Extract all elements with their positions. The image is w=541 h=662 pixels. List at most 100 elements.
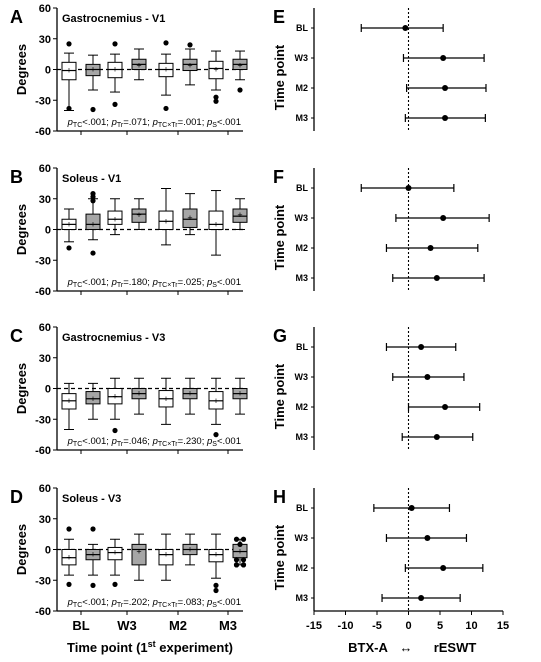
- x-axis-label-part: experiment): [156, 640, 233, 655]
- row-label: BL: [296, 23, 308, 33]
- row-label: M3: [295, 593, 308, 603]
- mean-marker: +: [90, 550, 95, 560]
- outlier-point: [66, 41, 72, 47]
- mean-marker: +: [213, 550, 218, 560]
- outlier-point: [237, 87, 243, 93]
- box-M3-series-1: +: [208, 533, 224, 594]
- statistics-text: pTC<.001; pTr=.046; pTC×Tr=.230; pS<.001: [67, 436, 241, 448]
- box-M2-series-2: +: [182, 193, 198, 236]
- stat-subscript: TC: [73, 122, 82, 129]
- stat-subscript: Tr: [117, 282, 124, 289]
- box-M3-series-2: +: [232, 377, 248, 415]
- x-tick-label: -10: [338, 620, 354, 632]
- row-label: M3: [295, 432, 308, 442]
- panel-label: G: [273, 326, 287, 346]
- stat-value: =.083;: [178, 597, 207, 608]
- y-axis-label: Degrees: [14, 363, 29, 414]
- point-estimate: [418, 595, 425, 601]
- stat-value: =.230;: [178, 436, 207, 447]
- iqr-box: [107, 210, 123, 225]
- stat-p: p: [206, 117, 212, 128]
- stat-subscript: TC×Tr: [158, 602, 178, 609]
- outlier-point: [90, 582, 96, 588]
- point-estimate: [442, 85, 449, 91]
- point-estimate: [440, 215, 447, 221]
- panel-title: Gastrocnemius - V1: [62, 13, 165, 25]
- panel-title: Soleus - V3: [62, 493, 121, 505]
- estimate-row-M3: M3: [295, 593, 461, 603]
- stat-value: <.001: [217, 436, 241, 447]
- x-tick-label: -5: [372, 620, 382, 632]
- stat-p: p: [152, 277, 158, 288]
- row-label: W3: [295, 372, 309, 382]
- forest-panel-G: G Time point BL W3 M2 M3: [272, 326, 481, 450]
- y-tick-label: 0: [45, 545, 51, 557]
- mean-marker: +: [112, 214, 117, 224]
- mean-marker: +: [112, 65, 117, 75]
- estimate-row-W3: W3: [295, 372, 465, 382]
- mean-marker: +: [213, 396, 218, 406]
- box-M3-series-1: +: [208, 377, 224, 438]
- mean-marker: +: [66, 219, 71, 229]
- point-estimate: [433, 275, 440, 281]
- stat-p: p: [152, 117, 158, 128]
- y-axis-label: Time point: [272, 204, 287, 270]
- box-W3-series-2: +: [131, 198, 147, 230]
- outlier-point: [112, 427, 118, 434]
- box-W3-series-2: +: [131, 377, 147, 415]
- x-axis-label-right: rESWT: [434, 640, 477, 655]
- stat-p: p: [206, 277, 212, 288]
- outlier-point: [90, 198, 96, 204]
- mean-marker: +: [90, 65, 95, 75]
- mean-marker: +: [136, 60, 141, 70]
- row-label: M2: [295, 563, 308, 573]
- outlier-point: [233, 562, 240, 568]
- estimate-row-M2: M2: [295, 402, 481, 412]
- stat-value: =.180;: [123, 277, 152, 288]
- mean-marker: +: [66, 553, 71, 563]
- mean-marker: +: [213, 219, 218, 229]
- stat-subscript: TC: [73, 282, 82, 289]
- estimate-row-M3: M3: [295, 432, 474, 442]
- y-tick-label: 30: [39, 194, 51, 206]
- stat-p: p: [67, 597, 73, 608]
- mean-marker: +: [163, 550, 168, 560]
- stat-value: <.001: [217, 597, 241, 608]
- mean-marker: +: [66, 66, 71, 76]
- mean-marker: +: [163, 216, 168, 226]
- x-axis-label-left: BTX-A: [348, 640, 388, 655]
- row-label: BL: [296, 503, 308, 513]
- iqr-box: [107, 546, 123, 561]
- row-label: M3: [295, 273, 308, 283]
- stat-p: p: [111, 277, 117, 288]
- stat-value: <.001;: [82, 117, 111, 128]
- y-tick-label: 60: [39, 322, 51, 334]
- box-BL-series-1: +: [61, 208, 77, 251]
- mean-marker: +: [187, 389, 192, 399]
- estimate-row-BL: BL: [296, 503, 451, 513]
- box-M2-series-1: +: [158, 533, 174, 581]
- box-M2-series-2: +: [182, 377, 198, 415]
- point-estimate: [440, 55, 447, 61]
- estimate-row-M2: M2: [295, 563, 484, 573]
- y-tick-label: 30: [39, 514, 51, 526]
- stat-subscript: Tr: [117, 122, 124, 129]
- panel-title: Gastrocnemius - V3: [62, 332, 165, 344]
- box-M3-series-1: +: [208, 190, 224, 256]
- forest-panel-H: H Time point BL W3 M2 M3 -15 -10 -5 0 5 10 15 BTX-A ↔ r…: [272, 487, 509, 655]
- x-tick-label: 15: [497, 620, 509, 632]
- stat-subscript: TC: [73, 602, 82, 609]
- x-tick-label: 0: [405, 620, 411, 632]
- stat-value: =.001;: [178, 117, 207, 128]
- panel-label: B: [10, 167, 23, 187]
- box-W3-series-1: +: [107, 377, 123, 434]
- point-estimate: [424, 535, 431, 541]
- panel-label: H: [273, 487, 286, 507]
- point-estimate: [440, 565, 447, 571]
- y-tick-label: 60: [39, 3, 51, 15]
- outlier-point: [90, 250, 96, 256]
- box-M2-series-2: +: [182, 533, 198, 566]
- estimate-row-W3: W3: [295, 213, 490, 223]
